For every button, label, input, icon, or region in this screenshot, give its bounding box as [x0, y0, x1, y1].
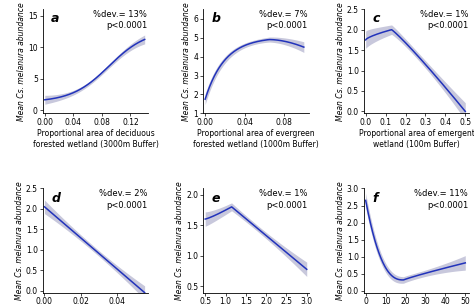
- X-axis label: Proportional area of emergent
wetland (100m Buffer): Proportional area of emergent wetland (1…: [358, 129, 474, 149]
- Y-axis label: Mean Cs. melanura abundance: Mean Cs. melanura abundance: [182, 2, 191, 121]
- Y-axis label: Mean Cs. melanura abundance: Mean Cs. melanura abundance: [17, 2, 26, 121]
- Text: %dev.= 11%
p<0.0001: %dev.= 11% p<0.0001: [414, 189, 468, 209]
- Text: %dev.= 7%
p<0.0001: %dev.= 7% p<0.0001: [259, 10, 308, 30]
- Text: %dev.= 13%
p<0.0001: %dev.= 13% p<0.0001: [93, 10, 147, 30]
- Text: %dev.= 1%
p<0.0001: %dev.= 1% p<0.0001: [419, 10, 468, 30]
- Y-axis label: Mean Cs. melanura abundance: Mean Cs. melanura abundance: [336, 181, 345, 300]
- Y-axis label: Mean Cs. melanura abundance: Mean Cs. melanura abundance: [15, 181, 24, 300]
- Text: d: d: [51, 192, 60, 205]
- Text: %dev.= 1%
p<0.0001: %dev.= 1% p<0.0001: [259, 189, 308, 209]
- X-axis label: Proportional area of deciduous
forested wetland (3000m Buffer): Proportional area of deciduous forested …: [33, 129, 158, 149]
- Text: b: b: [211, 12, 220, 25]
- Y-axis label: Mean Cs. melanura abundance: Mean Cs. melanura abundance: [336, 2, 345, 121]
- Text: f: f: [372, 192, 378, 205]
- Text: c: c: [372, 12, 380, 25]
- Text: a: a: [51, 12, 59, 25]
- Y-axis label: Mean Cs. melanura abundance: Mean Cs. melanura abundance: [175, 181, 184, 300]
- Text: %dev.= 2%
p<0.0001: %dev.= 2% p<0.0001: [99, 189, 147, 209]
- X-axis label: Proportional area of evergreen
forested wetland (1000m Buffer): Proportional area of evergreen forested …: [193, 129, 319, 149]
- Text: e: e: [211, 192, 220, 205]
